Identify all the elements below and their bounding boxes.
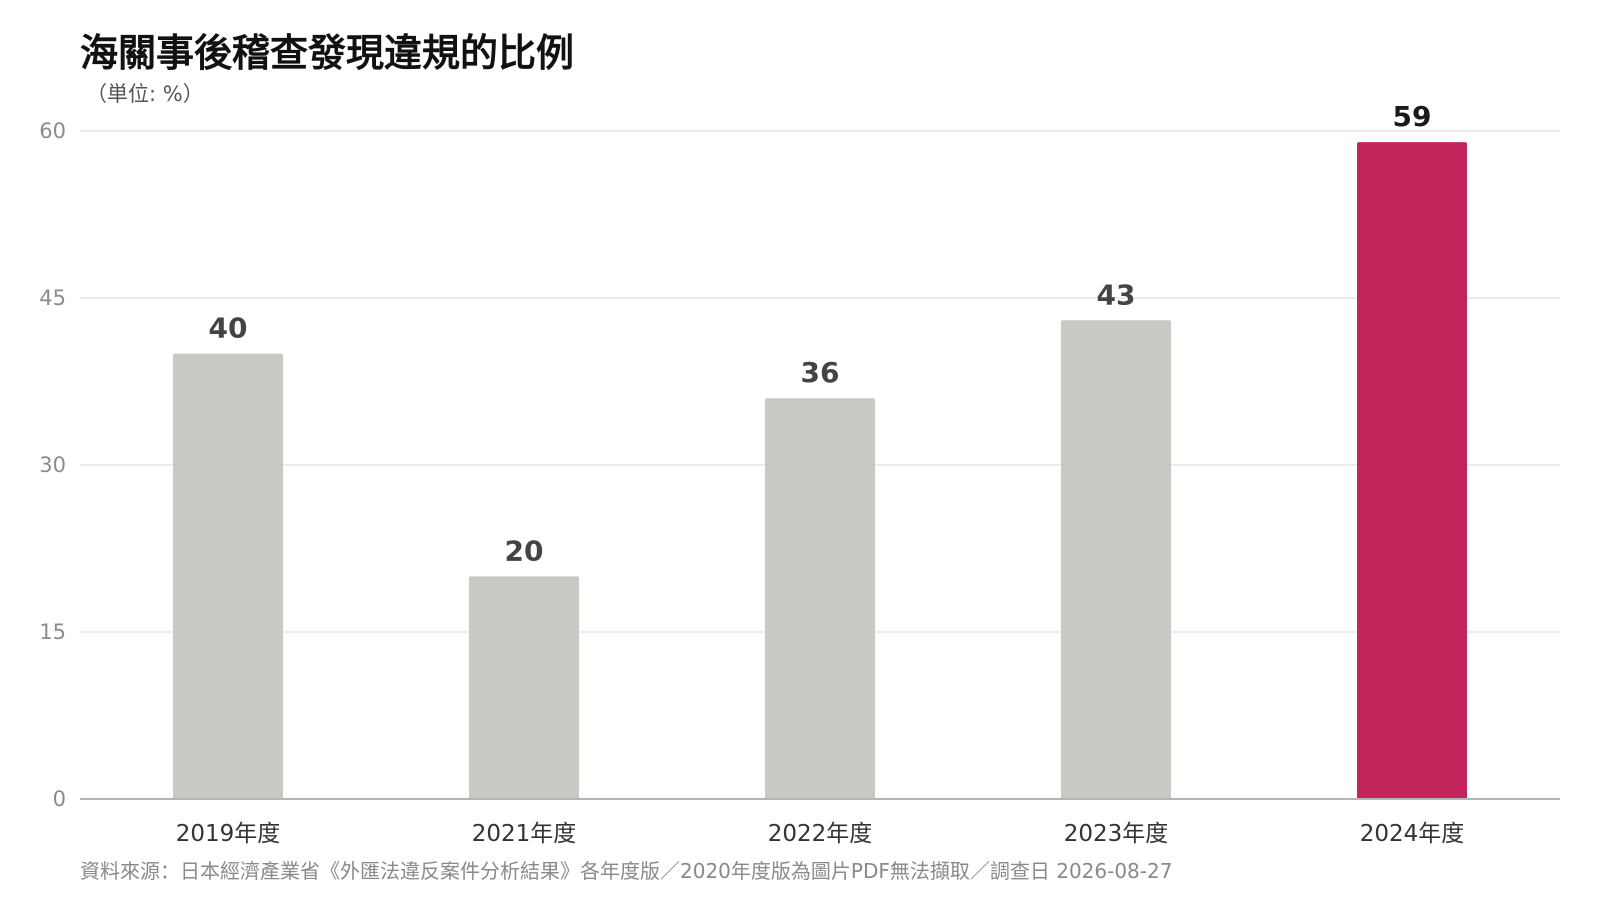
x-tick-label: 2023年度 — [1064, 821, 1169, 847]
source-note: 資料來源：日本經濟產業省《外匯法違反案件分析結果》各年度版／2020年度版為圖片… — [80, 859, 1173, 883]
bar — [1357, 142, 1467, 800]
y-tick-label: 60 — [39, 119, 66, 143]
x-tick-label: 2019年度 — [176, 821, 281, 847]
data-label: 59 — [1393, 100, 1432, 133]
labels: 0 15 30 45 60 40 2019年度 20 2021年度 36 2022年度 43 2023年… — [39, 100, 1464, 847]
chart-title: 海關事後稽查發現違規的比例 — [80, 31, 575, 75]
x-tick-label: 2022年度 — [768, 821, 873, 847]
bars — [173, 142, 1467, 800]
bar — [469, 576, 579, 799]
bar — [1061, 320, 1171, 799]
data-label: 40 — [209, 312, 248, 345]
data-label: 43 — [1097, 278, 1136, 311]
y-tick-label: 0 — [53, 787, 66, 811]
unit-note: （単位: %） — [86, 82, 204, 106]
y-tick-label: 45 — [39, 286, 66, 310]
y-tick-label: 15 — [39, 620, 66, 644]
x-tick-label: 2021年度 — [472, 821, 577, 847]
bar — [765, 398, 875, 799]
data-label: 20 — [505, 534, 544, 567]
x-tick-label: 2024年度 — [1360, 821, 1465, 847]
y-tick-label: 30 — [39, 453, 66, 477]
data-label: 36 — [801, 356, 840, 389]
bar — [173, 353, 283, 799]
